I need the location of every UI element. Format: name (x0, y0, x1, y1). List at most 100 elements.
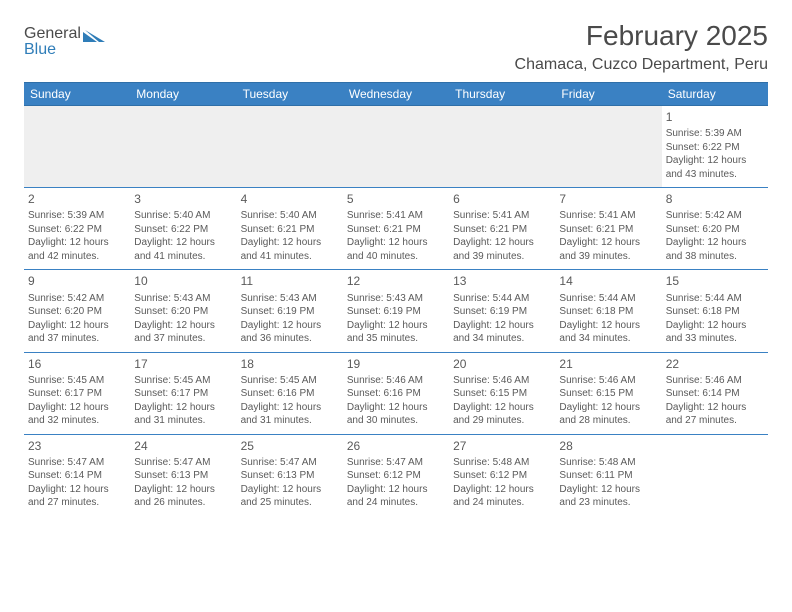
calendar-cell: 2Sunrise: 5:39 AMSunset: 6:22 PMDaylight… (24, 188, 130, 270)
calendar-cell: 7Sunrise: 5:41 AMSunset: 6:21 PMDaylight… (555, 188, 661, 270)
day-number: 27 (453, 438, 551, 454)
calendar-week-row: 9Sunrise: 5:42 AMSunset: 6:20 PMDaylight… (24, 270, 768, 352)
brand-triangle-icon (83, 26, 105, 42)
calendar-week-row: 16Sunrise: 5:45 AMSunset: 6:17 PMDayligh… (24, 352, 768, 434)
sunrise-line: Sunrise: 5:44 AM (559, 292, 657, 306)
daylight-line: Daylight: 12 hours and 37 minutes. (28, 319, 126, 346)
day-number: 21 (559, 356, 657, 372)
calendar-cell (449, 106, 555, 188)
calendar-week-row: 23Sunrise: 5:47 AMSunset: 6:14 PMDayligh… (24, 434, 768, 516)
brand-general: General (24, 26, 81, 42)
daylight-line: Daylight: 12 hours and 31 minutes. (241, 401, 339, 428)
sunrise-line: Sunrise: 5:42 AM (666, 209, 764, 223)
daylight-line: Daylight: 12 hours and 39 minutes. (559, 236, 657, 263)
calendar-cell: 4Sunrise: 5:40 AMSunset: 6:21 PMDaylight… (237, 188, 343, 270)
sunrise-line: Sunrise: 5:45 AM (134, 374, 232, 388)
daylight-line: Daylight: 12 hours and 23 minutes. (559, 483, 657, 510)
sunrise-line: Sunrise: 5:41 AM (453, 209, 551, 223)
calendar-cell (662, 434, 768, 516)
location-subtitle: Chamaca, Cuzco Department, Peru (515, 56, 768, 74)
calendar-cell: 12Sunrise: 5:43 AMSunset: 6:19 PMDayligh… (343, 270, 449, 352)
sunrise-line: Sunrise: 5:40 AM (134, 209, 232, 223)
sunrise-line: Sunrise: 5:45 AM (28, 374, 126, 388)
calendar-week-row: 1Sunrise: 5:39 AMSunset: 6:22 PMDaylight… (24, 106, 768, 188)
sunset-line: Sunset: 6:20 PM (28, 305, 126, 319)
sunrise-line: Sunrise: 5:46 AM (666, 374, 764, 388)
daylight-line: Daylight: 12 hours and 25 minutes. (241, 483, 339, 510)
day-number: 12 (347, 273, 445, 289)
calendar-cell: 6Sunrise: 5:41 AMSunset: 6:21 PMDaylight… (449, 188, 555, 270)
sunrise-line: Sunrise: 5:47 AM (241, 456, 339, 470)
daylight-line: Daylight: 12 hours and 41 minutes. (134, 236, 232, 263)
daylight-line: Daylight: 12 hours and 27 minutes. (28, 483, 126, 510)
day-number: 17 (134, 356, 232, 372)
day-number: 3 (134, 191, 232, 207)
day-number: 7 (559, 191, 657, 207)
day-number: 26 (347, 438, 445, 454)
day-number: 20 (453, 356, 551, 372)
daylight-line: Daylight: 12 hours and 29 minutes. (453, 401, 551, 428)
title-block: February 2025 Chamaca, Cuzco Department,… (515, 20, 768, 74)
day-number: 4 (241, 191, 339, 207)
sunset-line: Sunset: 6:18 PM (559, 305, 657, 319)
sunset-line: Sunset: 6:20 PM (666, 223, 764, 237)
sunrise-line: Sunrise: 5:46 AM (347, 374, 445, 388)
calendar-cell: 23Sunrise: 5:47 AMSunset: 6:14 PMDayligh… (24, 434, 130, 516)
day-number: 10 (134, 273, 232, 289)
day-number: 13 (453, 273, 551, 289)
sunrise-line: Sunrise: 5:39 AM (28, 209, 126, 223)
sunrise-line: Sunrise: 5:47 AM (347, 456, 445, 470)
sunset-line: Sunset: 6:16 PM (241, 387, 339, 401)
day-header: Monday (130, 83, 236, 106)
calendar-cell: 17Sunrise: 5:45 AMSunset: 6:17 PMDayligh… (130, 352, 236, 434)
daylight-line: Daylight: 12 hours and 34 minutes. (559, 319, 657, 346)
calendar-cell: 8Sunrise: 5:42 AMSunset: 6:20 PMDaylight… (662, 188, 768, 270)
day-number: 24 (134, 438, 232, 454)
calendar-cell: 14Sunrise: 5:44 AMSunset: 6:18 PMDayligh… (555, 270, 661, 352)
daylight-line: Daylight: 12 hours and 42 minutes. (28, 236, 126, 263)
daylight-line: Daylight: 12 hours and 30 minutes. (347, 401, 445, 428)
sunrise-line: Sunrise: 5:47 AM (28, 456, 126, 470)
daylight-line: Daylight: 12 hours and 39 minutes. (453, 236, 551, 263)
day-number: 8 (666, 191, 764, 207)
sunrise-line: Sunrise: 5:43 AM (347, 292, 445, 306)
day-number: 22 (666, 356, 764, 372)
sunset-line: Sunset: 6:22 PM (134, 223, 232, 237)
sunrise-line: Sunrise: 5:47 AM (134, 456, 232, 470)
sunset-line: Sunset: 6:11 PM (559, 469, 657, 483)
calendar-cell: 25Sunrise: 5:47 AMSunset: 6:13 PMDayligh… (237, 434, 343, 516)
sunset-line: Sunset: 6:17 PM (134, 387, 232, 401)
day-number: 6 (453, 191, 551, 207)
sunrise-line: Sunrise: 5:43 AM (241, 292, 339, 306)
day-number: 11 (241, 273, 339, 289)
day-number: 23 (28, 438, 126, 454)
calendar-cell: 11Sunrise: 5:43 AMSunset: 6:19 PMDayligh… (237, 270, 343, 352)
sunset-line: Sunset: 6:21 PM (559, 223, 657, 237)
calendar-cell: 20Sunrise: 5:46 AMSunset: 6:15 PMDayligh… (449, 352, 555, 434)
calendar-cell (555, 106, 661, 188)
sunset-line: Sunset: 6:12 PM (453, 469, 551, 483)
sunrise-line: Sunrise: 5:44 AM (666, 292, 764, 306)
calendar-cell: 9Sunrise: 5:42 AMSunset: 6:20 PMDaylight… (24, 270, 130, 352)
daylight-line: Daylight: 12 hours and 41 minutes. (241, 236, 339, 263)
sunset-line: Sunset: 6:14 PM (666, 387, 764, 401)
day-number: 25 (241, 438, 339, 454)
day-number: 18 (241, 356, 339, 372)
calendar-week-row: 2Sunrise: 5:39 AMSunset: 6:22 PMDaylight… (24, 188, 768, 270)
sunset-line: Sunset: 6:12 PM (347, 469, 445, 483)
calendar-cell: 21Sunrise: 5:46 AMSunset: 6:15 PMDayligh… (555, 352, 661, 434)
page: General Blue February 2025 Chamaca, Cuzc… (0, 0, 792, 536)
sunset-line: Sunset: 6:22 PM (666, 141, 764, 155)
brand-blue: Blue (24, 42, 105, 58)
sunset-line: Sunset: 6:13 PM (134, 469, 232, 483)
calendar-cell: 19Sunrise: 5:46 AMSunset: 6:16 PMDayligh… (343, 352, 449, 434)
daylight-line: Daylight: 12 hours and 28 minutes. (559, 401, 657, 428)
day-header-row: SundayMondayTuesdayWednesdayThursdayFrid… (24, 83, 768, 106)
sunset-line: Sunset: 6:19 PM (453, 305, 551, 319)
calendar-head: SundayMondayTuesdayWednesdayThursdayFrid… (24, 83, 768, 106)
day-header: Saturday (662, 83, 768, 106)
sunset-line: Sunset: 6:18 PM (666, 305, 764, 319)
calendar-cell: 5Sunrise: 5:41 AMSunset: 6:21 PMDaylight… (343, 188, 449, 270)
day-header: Wednesday (343, 83, 449, 106)
sunrise-line: Sunrise: 5:42 AM (28, 292, 126, 306)
